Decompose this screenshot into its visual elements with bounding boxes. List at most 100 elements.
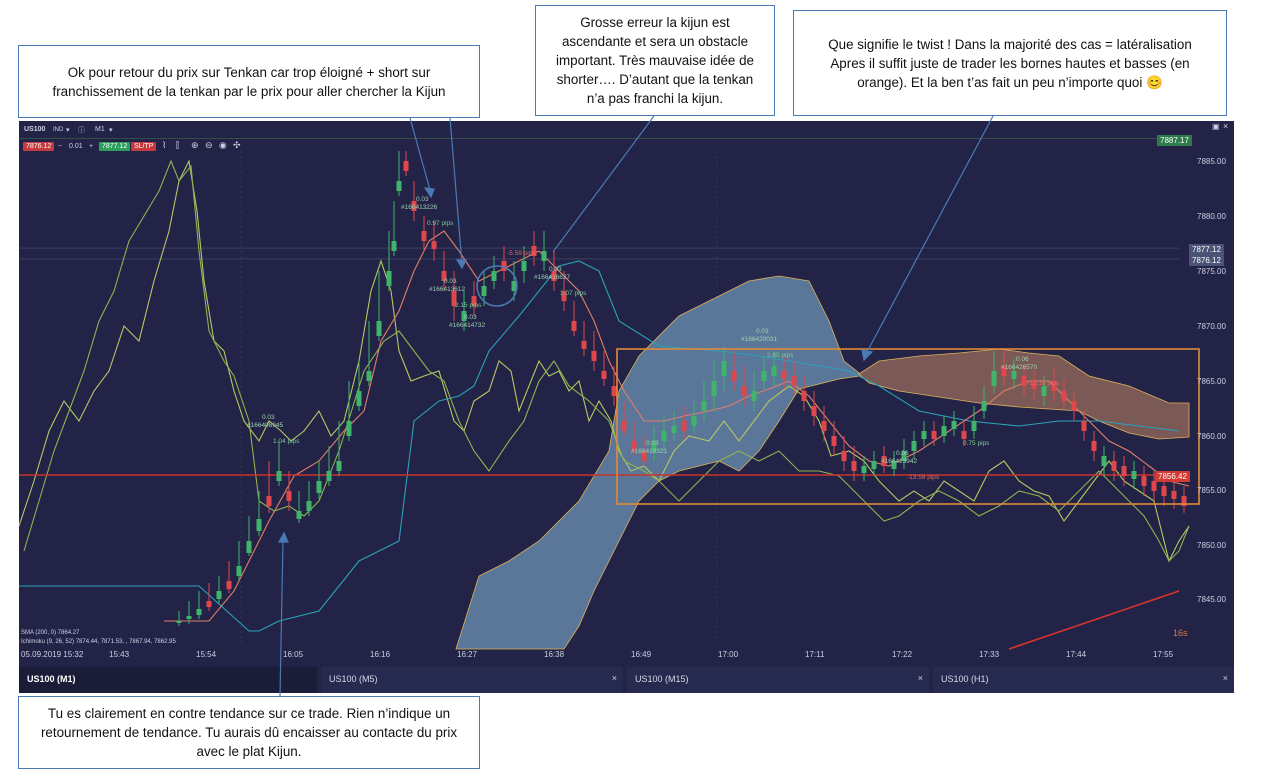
candle (316, 481, 322, 493)
time-tick: 16:38 (544, 650, 565, 659)
chevron-down-icon[interactable]: ▾ (66, 127, 70, 134)
candle (246, 541, 252, 553)
candle (671, 426, 677, 433)
candle (441, 271, 447, 281)
time-tick: 17:33 (979, 650, 1000, 659)
candle (366, 371, 372, 381)
tab-us100-m15[interactable]: US100 (M15) × (627, 667, 929, 693)
buy-price-button[interactable]: 7877.12 (99, 142, 131, 151)
legend-sma[interactable]: SMA (200, 0) 7864.27 (21, 630, 80, 636)
candle (761, 371, 767, 381)
zoom-out-icon[interactable]: ⊖ (205, 140, 213, 150)
candle (326, 471, 332, 481)
legend-ichimoku[interactable]: Ichimoku (9, 26, 52) 7874.44, 7871.53, ,… (21, 639, 176, 645)
candle (521, 261, 527, 271)
candle (1121, 466, 1127, 476)
trade-size: 0.03 (464, 314, 477, 321)
candle (711, 381, 717, 396)
close-icon[interactable]: × (611, 673, 617, 683)
trade-size: 0.03 (549, 266, 562, 273)
candle (961, 431, 967, 439)
candle (511, 281, 517, 291)
candle (226, 581, 232, 589)
candles-icon[interactable]: ⫿ (176, 140, 179, 150)
close-icon[interactable]: × (1223, 121, 1229, 131)
candle (386, 271, 392, 286)
close-icon[interactable]: × (917, 673, 923, 683)
zoom-in-icon[interactable]: ⊕ (191, 140, 199, 150)
candle (306, 501, 312, 511)
candle (403, 161, 409, 171)
candle (256, 519, 262, 531)
highlight-circle (476, 265, 518, 307)
info-icon[interactable]: ⓘ (78, 127, 85, 134)
tab-us100-m5[interactable]: US100 (M5) × (321, 667, 623, 693)
screenshot-icon[interactable]: ◉ (219, 140, 227, 150)
trading-chart-window: #166408945 0.03 1.04 pips #166413226 0.03 0.9… (19, 121, 1234, 693)
candle (276, 471, 282, 481)
candle (981, 401, 987, 411)
candle (1051, 381, 1057, 391)
candle (1011, 371, 1017, 379)
sltp-button[interactable]: SL/TP (131, 142, 157, 151)
candle-countdown: 16s (1173, 628, 1188, 638)
trade-pips: 1.07 pips (560, 290, 587, 297)
trade-tag: #166426570 (1001, 364, 1038, 371)
candle (551, 271, 557, 281)
time-tick: 17:00 (718, 650, 739, 659)
trend-line (1008, 590, 1180, 650)
sell-price-button[interactable]: 7876.12 (23, 142, 55, 151)
candle (1001, 366, 1007, 376)
candle (801, 391, 807, 401)
candle (391, 241, 397, 251)
trade-pips: -12.16 pips (1027, 380, 1060, 387)
candle (571, 321, 577, 331)
tab-us100-m1[interactable]: US100 (M1) (19, 667, 317, 693)
trade-size: 0.03 (756, 328, 769, 335)
close-icon[interactable]: × (1222, 673, 1228, 683)
candle (731, 371, 737, 381)
candle (1171, 491, 1177, 499)
trade-size: 0.03 (416, 196, 429, 203)
candle (641, 451, 647, 461)
candle (491, 271, 497, 281)
trade-pips: 0.75 pips (963, 440, 990, 447)
trade-size: 0.06 (1016, 356, 1029, 363)
annotation-kijun: Grosse erreur la kijun est ascendante et… (535, 5, 775, 116)
candle (941, 426, 947, 436)
tab-us100-h1[interactable]: US100 (H1) × (933, 667, 1234, 693)
kijun-line (19, 260, 1180, 632)
candle (1041, 386, 1047, 396)
chikou-line (23, 159, 1190, 562)
ichimoku-cloud-bullish (455, 275, 860, 650)
trade-tag: #166418321 (631, 448, 668, 455)
candle (911, 441, 917, 451)
indicators-button[interactable]: IND (53, 127, 64, 133)
symbol-label[interactable]: US100 (24, 126, 46, 133)
candle (176, 621, 182, 623)
candle (461, 311, 467, 321)
line-tool-icon[interactable]: ⌇ (162, 140, 167, 150)
candle (921, 431, 927, 439)
minus-icon[interactable]: − (58, 143, 63, 150)
price-tick: 7885.00 (1197, 157, 1226, 166)
quantity-field[interactable]: 0.01 (69, 143, 83, 150)
candle (661, 431, 667, 441)
timeframe-selector[interactable]: M1 (95, 126, 105, 133)
candle (1111, 461, 1117, 471)
crosshair-icon[interactable]: ✣ (233, 140, 241, 150)
candle (561, 291, 567, 301)
chevron-down-icon[interactable]: ▾ (109, 127, 113, 134)
candle (771, 366, 777, 376)
window-restore-icon[interactable]: ▣ (1212, 122, 1220, 131)
time-tick: 17:55 (1153, 650, 1174, 659)
candle (1021, 376, 1027, 386)
candle (1181, 496, 1187, 506)
candle (861, 466, 867, 473)
trade-tag: #166413612 (429, 286, 466, 293)
candle (216, 591, 222, 599)
plus-icon[interactable]: + (89, 143, 94, 150)
candle (991, 371, 997, 386)
candle (831, 436, 837, 446)
